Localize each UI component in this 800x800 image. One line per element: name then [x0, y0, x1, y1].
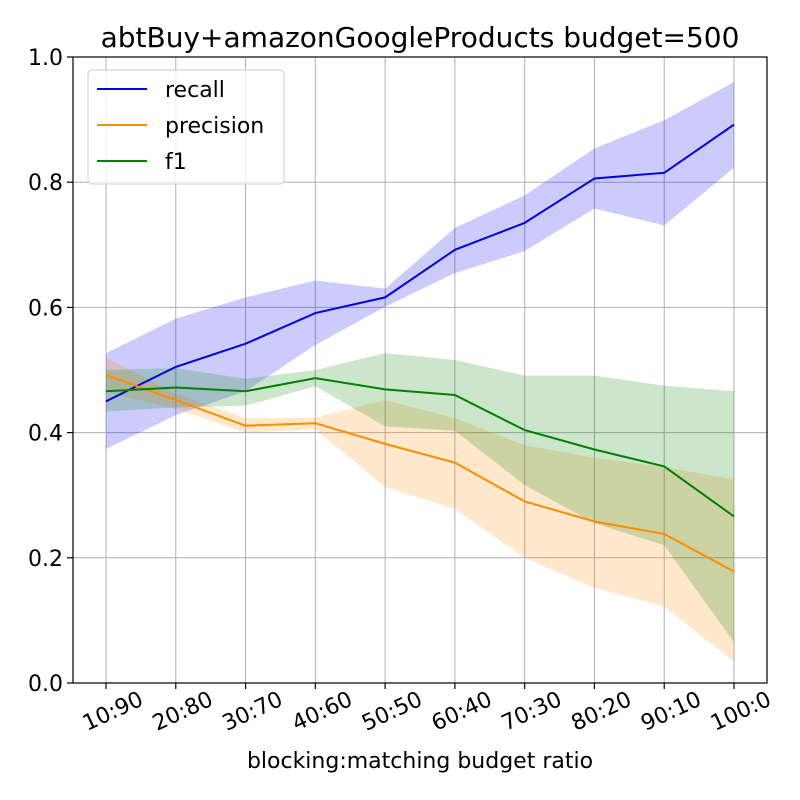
y-tick-label: 0.8	[28, 171, 63, 196]
y-tick-label: 1.0	[28, 46, 63, 71]
y-tick-label: 0.4	[28, 422, 63, 447]
precision-band	[106, 357, 734, 662]
legend-box	[87, 69, 285, 185]
y-tick-label: 0.2	[28, 547, 63, 572]
precision-line	[105, 374, 735, 573]
y-axis-ticks: 0.0 0.2 0.4 0.6 0.8 1.0	[28, 46, 73, 697]
plot-frame	[72, 56, 768, 684]
confidence-bands	[106, 82, 734, 662]
chart-title: abtBuy+amazonGoogleProducts budget=500	[101, 21, 740, 54]
x-axis-label: blocking:matching budget ratio	[247, 749, 593, 774]
y-tick-label: 0.6	[28, 296, 63, 321]
recall-band	[106, 82, 734, 449]
legend-label-precision: precision	[165, 114, 264, 139]
legend-label-recall: recall	[165, 78, 225, 103]
legend-label-f1: f1	[165, 150, 187, 175]
legend: recall precision f1	[87, 69, 285, 185]
recall-line	[105, 123, 735, 403]
f1-line	[105, 377, 735, 518]
f1-band	[106, 353, 734, 643]
series-lines	[105, 123, 735, 573]
y-tick-label: 0.0	[28, 672, 63, 697]
